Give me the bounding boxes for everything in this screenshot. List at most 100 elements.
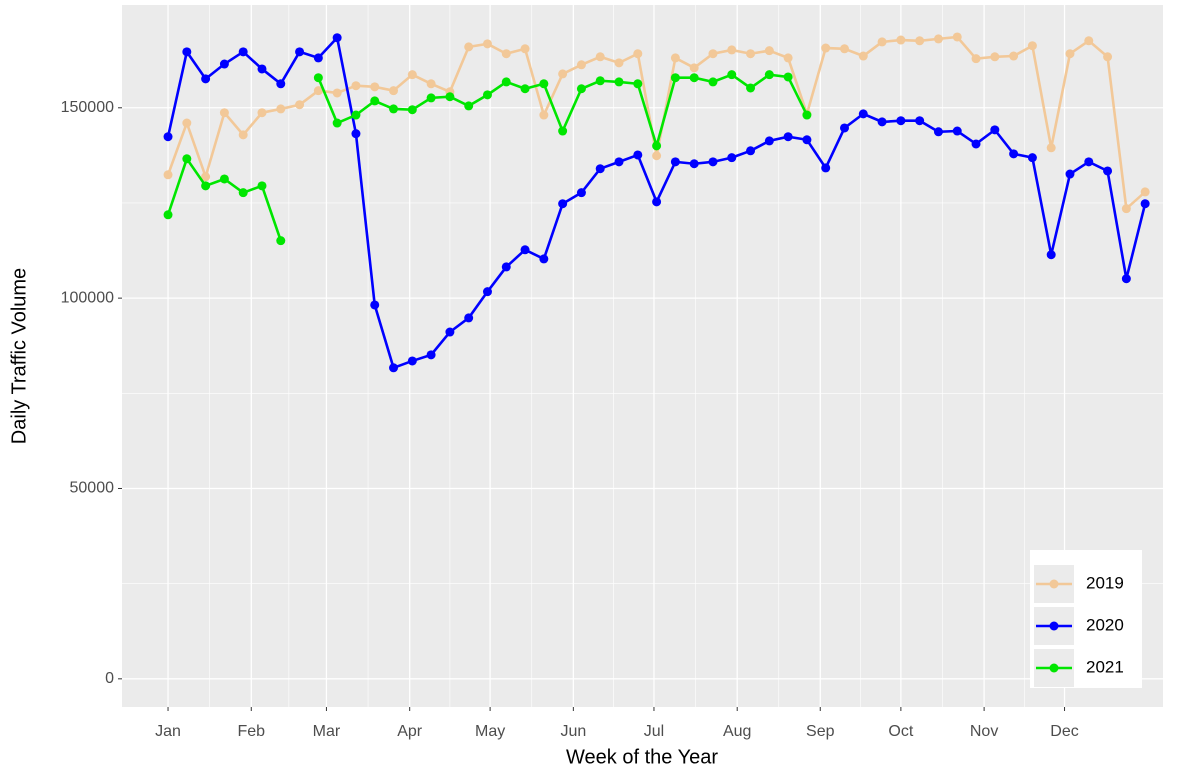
data-point xyxy=(746,83,756,93)
data-point xyxy=(1084,157,1094,167)
data-point xyxy=(727,70,737,80)
data-point xyxy=(482,39,492,49)
data-point xyxy=(182,118,192,128)
data-point xyxy=(576,84,586,94)
data-point xyxy=(482,287,492,297)
data-point xyxy=(332,33,342,43)
data-point xyxy=(332,88,342,98)
y-tick-label: 50000 xyxy=(70,480,115,497)
data-point xyxy=(689,159,699,169)
x-axis-title: Week of the Year xyxy=(566,746,718,768)
data-point xyxy=(633,79,643,89)
data-point xyxy=(219,174,229,184)
data-point xyxy=(501,49,511,59)
data-point xyxy=(1140,187,1150,197)
data-point xyxy=(558,126,568,136)
data-point xyxy=(1065,49,1075,59)
data-point xyxy=(764,46,774,56)
data-point xyxy=(1103,52,1113,62)
data-point xyxy=(238,47,248,57)
data-point xyxy=(915,36,925,46)
legend-dot xyxy=(1049,579,1059,589)
data-point xyxy=(614,157,624,167)
data-point xyxy=(595,76,605,86)
data-point xyxy=(971,54,981,64)
data-point xyxy=(764,70,774,80)
legend-dot xyxy=(1049,621,1059,631)
data-point xyxy=(933,127,943,137)
x-tick-label: Apr xyxy=(397,723,423,740)
data-point xyxy=(858,109,868,119)
data-point xyxy=(1065,169,1075,179)
x-tick-label: Feb xyxy=(237,723,265,740)
data-point xyxy=(990,125,1000,135)
data-point xyxy=(558,199,568,209)
data-point xyxy=(426,79,436,89)
data-point xyxy=(464,101,474,111)
data-point xyxy=(652,141,662,151)
x-tick-label: Nov xyxy=(970,723,998,740)
data-point xyxy=(295,47,305,57)
data-point xyxy=(952,32,962,42)
data-point xyxy=(219,108,229,118)
data-point xyxy=(539,79,549,89)
data-point xyxy=(426,93,436,103)
data-point xyxy=(802,135,812,145)
data-point xyxy=(276,236,286,246)
data-point xyxy=(501,77,511,87)
data-point xyxy=(1140,199,1150,209)
x-tick-label: Jan xyxy=(155,723,181,740)
legend-label: 2020 xyxy=(1086,615,1124,634)
data-point xyxy=(295,100,305,110)
x-tick-label: Aug xyxy=(723,723,751,740)
data-point xyxy=(1009,149,1019,159)
data-point xyxy=(163,132,173,142)
data-point xyxy=(652,151,662,161)
data-point xyxy=(652,197,662,207)
data-point xyxy=(727,153,737,163)
data-point xyxy=(520,245,530,255)
legend-dot xyxy=(1049,663,1059,673)
data-point xyxy=(276,104,286,114)
data-point xyxy=(351,81,361,91)
data-point xyxy=(238,188,248,198)
data-point xyxy=(821,43,831,53)
data-point xyxy=(670,73,680,83)
data-point xyxy=(858,51,868,61)
data-point xyxy=(783,53,793,63)
x-tick-label: Dec xyxy=(1050,723,1078,740)
data-point xyxy=(407,70,417,80)
data-point xyxy=(595,164,605,174)
data-point xyxy=(313,73,323,83)
y-tick-label: 0 xyxy=(105,670,114,687)
data-point xyxy=(614,77,624,87)
data-point xyxy=(370,96,380,106)
data-point xyxy=(351,110,361,120)
data-point xyxy=(313,86,323,96)
data-point xyxy=(783,72,793,82)
data-point xyxy=(727,45,737,55)
data-point xyxy=(464,313,474,323)
data-point xyxy=(201,74,211,84)
data-point xyxy=(990,52,1000,62)
data-point xyxy=(238,130,248,140)
data-point xyxy=(407,105,417,115)
data-point xyxy=(276,79,286,89)
data-point xyxy=(201,181,211,191)
data-point xyxy=(839,44,849,54)
panel xyxy=(122,5,1163,707)
data-point xyxy=(708,77,718,87)
data-point xyxy=(633,49,643,59)
data-point xyxy=(558,69,568,79)
data-point xyxy=(952,126,962,136)
x-tick-label: Jun xyxy=(560,723,586,740)
data-point xyxy=(163,170,173,180)
data-point xyxy=(482,90,492,100)
data-point xyxy=(971,139,981,149)
y-tick-label: 150000 xyxy=(61,99,114,116)
data-point xyxy=(689,63,699,73)
legend-label: 2019 xyxy=(1086,573,1124,592)
data-point xyxy=(445,92,455,102)
data-point xyxy=(257,108,267,118)
data-point xyxy=(670,157,680,167)
